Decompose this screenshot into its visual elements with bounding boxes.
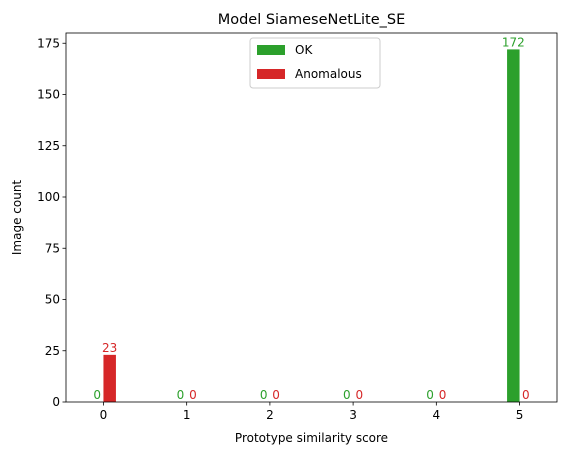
data-label-ok-3: 0: [343, 388, 351, 402]
data-label-anomalous-1: 0: [189, 388, 197, 402]
bar-ok-5: [507, 49, 520, 403]
data-label-anomalous-5: 0: [522, 388, 530, 402]
data-label-ok-5: 172: [502, 35, 525, 49]
chart-title: Model SiameseNetLite_SE: [218, 12, 406, 28]
data-label-anomalous-0: 23: [102, 341, 117, 355]
x-tick-label-5: 5: [516, 408, 524, 422]
legend: OK Anomalous: [249, 37, 381, 89]
y-axis-title: Image count: [10, 180, 24, 256]
y-tick-label-0: 0: [52, 395, 60, 409]
x-axis-title: Prototype similarity score: [235, 431, 388, 445]
plot-frame: [65, 32, 558, 403]
legend-label-ok: OK: [295, 43, 313, 57]
data-label-ok-0: 0: [93, 388, 101, 402]
legend-label-anomalous: Anomalous: [295, 67, 362, 81]
data-label-anomalous-4: 0: [439, 388, 447, 402]
data-label-ok-1: 0: [177, 388, 185, 402]
x-tick-label-1: 1: [183, 408, 191, 422]
x-tick-label-3: 3: [349, 408, 357, 422]
y-tick-label-125: 125: [37, 139, 60, 153]
y-tick-label-75: 75: [45, 241, 60, 255]
y-tick-label-50: 50: [45, 293, 60, 307]
y-tick-label-175: 175: [37, 36, 60, 50]
y-tick-label-150: 150: [37, 88, 60, 102]
x-tick-label-2: 2: [266, 408, 274, 422]
data-label-anomalous-2: 0: [272, 388, 280, 402]
data-label-anomalous-3: 0: [356, 388, 364, 402]
y-tick-label-100: 100: [37, 190, 60, 204]
data-label-ok-2: 0: [260, 388, 268, 402]
legend-swatch-anomalous: [257, 69, 285, 79]
legend-swatch-ok: [257, 45, 285, 55]
data-label-ok-4: 0: [426, 388, 434, 402]
y-tick-label-25: 25: [45, 344, 60, 358]
bar-anomalous-0: [103, 354, 116, 402]
x-tick-label-4: 4: [433, 408, 441, 422]
x-tick-label-0: 0: [100, 408, 108, 422]
